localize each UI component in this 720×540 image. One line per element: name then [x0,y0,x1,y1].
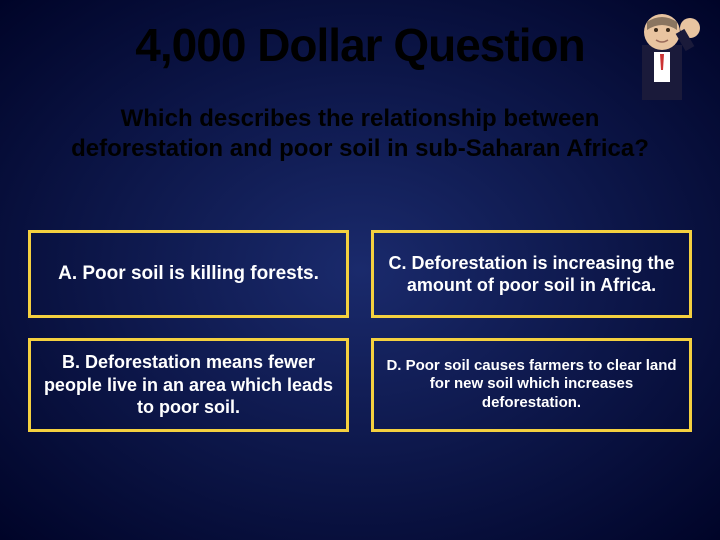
answer-d[interactable]: D. Poor soil causes farmers to clear lan… [371,338,692,432]
answer-a[interactable]: A. Poor soil is killing forests. [28,230,349,318]
answer-c[interactable]: C. Deforestation is increasing the amoun… [371,230,692,318]
answers-grid: A. Poor soil is killing forests. C. Defo… [0,184,720,432]
answer-b[interactable]: B. Deforestation means fewer people live… [28,338,349,432]
host-photo [612,0,712,100]
